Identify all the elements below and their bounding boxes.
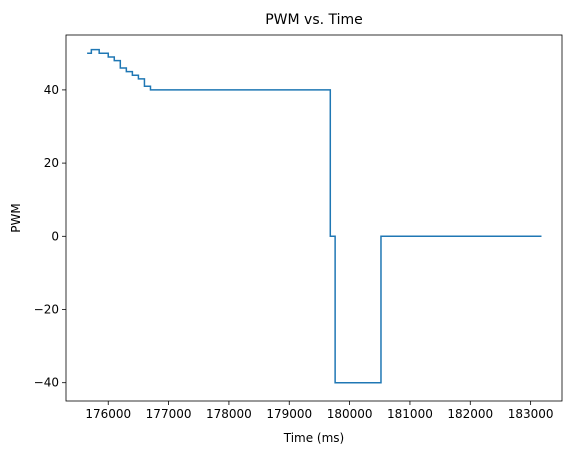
plot-area bbox=[87, 48, 542, 384]
x-tick-label: 181000 bbox=[387, 407, 433, 421]
pwm-series-line bbox=[87, 48, 542, 384]
x-tick-label: 178000 bbox=[206, 407, 252, 421]
x-tick-label: 183000 bbox=[508, 407, 554, 421]
y-tick-label: 20 bbox=[44, 156, 59, 170]
chart-title: PWM vs. Time bbox=[265, 12, 363, 28]
x-tick-label: 177000 bbox=[146, 407, 192, 421]
x-axis-label: Time (ms) bbox=[283, 431, 345, 445]
y-axis-label: PWM bbox=[9, 203, 23, 232]
y-tick-label: −40 bbox=[34, 376, 59, 390]
y-tick-label: −20 bbox=[34, 303, 59, 317]
y-axis-ticks: −40 −20 0 20 40 bbox=[34, 83, 66, 390]
x-tick-label: 179000 bbox=[266, 407, 312, 421]
y-tick-label: 40 bbox=[44, 83, 59, 97]
x-tick-label: 180000 bbox=[327, 407, 373, 421]
x-tick-label: 182000 bbox=[447, 407, 493, 421]
x-axis-ticks: 176000 177000 178000 179000 180000 181000 1820… bbox=[85, 401, 554, 421]
axes-frame bbox=[65, 34, 563, 402]
x-tick-label: 176000 bbox=[85, 407, 131, 421]
y-tick-label: 0 bbox=[51, 229, 59, 243]
